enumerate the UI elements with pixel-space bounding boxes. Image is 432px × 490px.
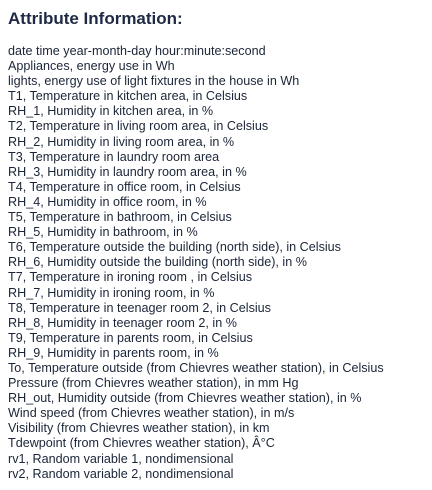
attribute-line: T6, Temperature outside the building (no… [8,240,341,255]
attribute-information-section: Attribute Information: date time year-mo… [8,9,428,482]
attribute-line: date time year-month-day hour:minute:sec… [8,44,266,58]
attribute-line: T7, Temperature in ironing room , in Cel… [8,270,253,285]
attribute-line: Tdewpoint (from Chievres weather station… [8,436,275,451]
attribute-line: T2, Temperature in living room area, in … [8,119,269,134]
attribute-line: To, Temperature outside (from Chievres w… [8,360,384,375]
attribute-line: T8, Temperature in teenager room 2, in C… [8,300,271,315]
attribute-line: RH_4, Humidity in office room, in % [8,194,207,209]
section-heading: Attribute Information: [8,9,183,28]
attribute-line: Appliances, energy use in Wh [8,59,175,74]
attribute-line: RH_2, Humidity in living room area, in % [8,134,235,149]
attribute-line: RH_3, Humidity in laundry room area, in … [8,164,247,179]
attribute-line: rv1, Random variable 1, nondimensional [8,451,234,466]
attribute-line: Visibility (from Chievres weather statio… [8,421,270,436]
attribute-line: RH_out, Humidity outside (from Chievres … [8,391,362,406]
attribute-line: rv2, Random variable 2, nondimensional [8,466,234,481]
attribute-line: RH_8, Humidity in teenager room 2, in % [8,315,237,330]
attribute-line: RH_5, Humidity in bathroom, in % [8,225,198,240]
attribute-line: RH_6, Humidity outside the building (nor… [8,255,307,270]
attribute-line: Wind speed (from Chievres weather statio… [8,406,295,421]
attribute-line: Pressure (from Chievres weather station)… [8,376,299,391]
attribute-line: RH_1, Humidity in kitchen area, in % [8,104,214,119]
attribute-line: T5, Temperature in bathroom, in Celsius [8,210,232,225]
attribute-line: lights, energy use of light fixtures in … [8,74,300,89]
attribute-line: T1, Temperature in kitchen area, in Cels… [8,89,248,104]
attribute-line: RH_7, Humidity in ironing room, in % [8,285,215,300]
attribute-line: T9, Temperature in parents room, in Cels… [8,330,253,345]
attribute-list: date time year-month-day hour:minute:sec… [8,44,428,482]
attribute-line: T4, Temperature in office room, in Celsi… [8,179,241,194]
attribute-line: T3, Temperature in laundry room area [8,149,220,164]
attribute-line: RH_9, Humidity in parents room, in % [8,345,219,360]
